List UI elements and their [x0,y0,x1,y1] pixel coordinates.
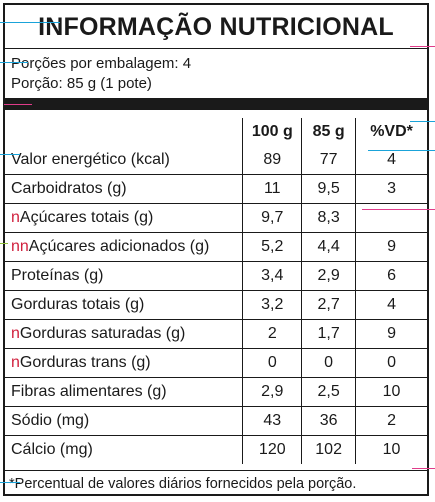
header-vd: %VD* [355,118,427,146]
nutrient-label: Cálcio (mg) [5,435,244,464]
nutrient-label: nAçúcares totais (g) [5,203,244,233]
nutrient-name: Gorduras saturadas (g) [19,325,186,342]
nutrient-name: Fibras alimentares (g) [11,383,167,400]
annotation-line [4,104,32,105]
table-row: nGorduras saturadas (g) 2 1,7 9 [5,319,427,349]
value-85g: 1,7 [301,319,357,349]
value-85g: 2,9 [301,261,357,291]
nutrition-facts-panel: INFORMAÇÃO NUTRICIONAL Porções por embal… [3,3,429,496]
value-vd: 3 [355,174,427,204]
nutrient-name: Gorduras trans (g) [19,354,151,371]
value-100g: 2 [242,319,303,349]
value-85g: 2,5 [301,377,357,407]
value-vd: 10 [355,377,427,407]
annotation-line [368,150,435,151]
table-row: Carboidratos (g) 11 9,5 3 [5,174,427,204]
value-vd: 0 [355,348,427,378]
value-100g: 43 [242,406,303,436]
value-100g: 9,7 [242,203,303,233]
nutrient-prefix: n [11,209,20,226]
table-row: Cálcio (mg) 120 102 10 [5,435,427,464]
servings-per-package: Porções por embalagem: 4 [11,55,192,72]
annotation-line [410,121,435,122]
value-100g: 89 [242,146,303,175]
value-vd: 6 [355,261,427,291]
table-row: Sódio (mg) 43 36 2 [5,406,427,436]
nutrient-label: Carboidratos (g) [5,174,244,204]
nutrition-table: 100 g 85 g %VD* Valor energético (kcal) 8… [5,118,427,464]
nutrient-name: Valor energético (kcal) [11,151,170,168]
value-100g: 2,9 [242,377,303,407]
nutrient-prefix: n [11,325,20,342]
annotation-line [0,482,20,483]
nutrient-prefix: n [11,354,20,371]
nutrient-label: Gorduras totais (g) [5,290,244,320]
table-row: Gorduras totais (g) 3,2 2,7 4 [5,290,427,320]
value-100g: 0 [242,348,303,378]
value-85g: 8,3 [301,203,357,233]
nutrient-label: nGorduras saturadas (g) [5,319,244,349]
table-row: nAçúcares totais (g) 9,7 8,3 [5,203,427,233]
value-100g: 3,2 [242,290,303,320]
nutrient-label: Fibras alimentares (g) [5,377,244,407]
table-row: Proteínas (g) 3,4 2,9 6 [5,261,427,291]
nutrient-name: Proteínas (g) [11,267,104,284]
serving-size: Porção: 85 g (1 pote) [11,75,152,92]
nutrient-name: Gorduras totais (g) [11,296,145,313]
header-85g: 85 g [301,118,357,146]
value-85g: 9,5 [301,174,357,204]
value-100g: 11 [242,174,303,204]
table-row: nGorduras trans (g) 0 0 0 [5,348,427,378]
value-100g: 3,4 [242,261,303,291]
value-vd [355,203,427,233]
value-100g: 5,2 [242,232,303,262]
nutrient-name: Cálcio (mg) [11,441,93,458]
nutrient-name: Açúcares totais (g) [19,209,154,226]
panel-title: INFORMAÇÃO NUTRICIONAL [38,13,394,41]
value-85g: 0 [301,348,357,378]
table-row: nnAçúcares adicionados (g) 5,2 4,4 9 [5,232,427,262]
annotation-line [412,468,435,469]
header-nutrient [5,118,244,146]
nutrient-name: Açúcares adicionados (g) [28,238,210,255]
annotation-line [0,154,20,155]
title-divider [5,48,427,49]
annotation-line [0,22,60,23]
value-85g: 77 [301,146,357,175]
nutrient-prefix: nn [11,238,29,255]
thick-divider [5,98,427,110]
nutrient-name: Sódio (mg) [11,412,90,429]
value-vd: 4 [355,290,427,320]
annotation-line [0,243,8,244]
value-85g: 2,7 [301,290,357,320]
value-85g: 36 [301,406,357,436]
annotation-line [0,62,28,63]
value-vd: 2 [355,406,427,436]
value-vd: 9 [355,319,427,349]
nutrient-label: Proteínas (g) [5,261,244,291]
table-row: Valor energético (kcal) 89 77 4 [5,146,427,175]
table-header-row: 100 g 85 g %VD* [5,118,427,146]
footnote-divider [5,470,427,471]
header-100g: 100 g [242,118,303,146]
nutrient-name: Carboidratos (g) [11,180,127,197]
value-100g: 120 [242,435,303,464]
value-vd: 9 [355,232,427,262]
value-85g: 102 [301,435,357,464]
annotation-line [362,209,435,210]
nutrient-label: nGorduras trans (g) [5,348,244,378]
footnote: *Percentual de valores diários fornecido… [9,476,357,492]
value-85g: 4,4 [301,232,357,262]
nutrient-label: Sódio (mg) [5,406,244,436]
annotation-line [410,46,435,47]
table-row: Fibras alimentares (g) 2,9 2,5 10 [5,377,427,407]
nutrient-label: nnAçúcares adicionados (g) [5,232,244,262]
nutrient-label: Valor energético (kcal) [5,146,244,175]
value-vd: 10 [355,435,427,464]
